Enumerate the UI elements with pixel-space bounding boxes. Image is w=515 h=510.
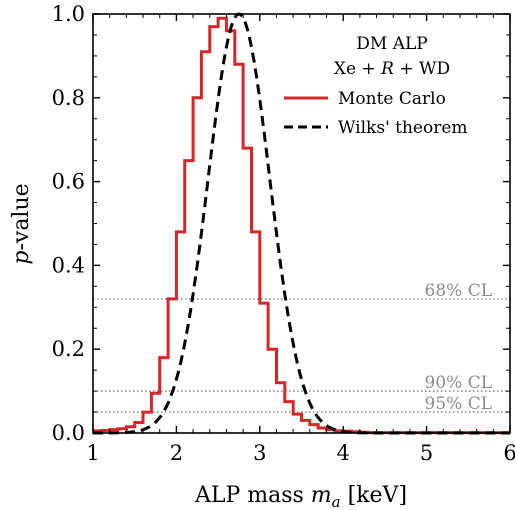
x-tick-label-0: 1 <box>86 441 99 465</box>
y-tick-label-1: 0.2 <box>52 337 85 361</box>
x-tick-label-1: 2 <box>170 441 183 465</box>
series-monte-carlo <box>93 16 510 435</box>
x-tick-label-5: 6 <box>503 441 515 465</box>
y-axis-label: p-value <box>9 183 34 264</box>
x-tick-label-2: 3 <box>253 441 266 465</box>
y-tick-label-5: 1.0 <box>52 2 85 26</box>
y-tick-label-4: 0.8 <box>52 86 85 110</box>
legend-label-wilks-theorem: Wilks' theorem <box>338 118 468 138</box>
legend-title-line2: Xe + R + WD <box>334 59 450 79</box>
x-tick-label-4: 5 <box>420 441 433 465</box>
legend: DM ALP Xe + R + WD Monte Carlo Wilks' th… <box>284 34 468 138</box>
y-tick-label-2: 0.4 <box>52 253 85 277</box>
y-tick-label-3: 0.6 <box>52 170 85 194</box>
x-tick-label-3: 4 <box>337 441 350 465</box>
y-tick-label-0: 0.0 <box>52 421 85 445</box>
axis-ticks: 1 2 3 4 5 6 0.0 0.2 0.4 0.6 0.8 1.0 <box>52 2 515 465</box>
legend-title-line1: DM ALP <box>356 34 427 54</box>
cl-label-2: 95% CL <box>425 394 493 414</box>
cl-label-0: 68% CL <box>425 281 493 301</box>
x-axis-label: ALP mass ma [keV] <box>194 483 407 510</box>
cl-label-1: 90% CL <box>425 373 493 393</box>
legend-label-monte-carlo: Monte Carlo <box>338 89 446 109</box>
